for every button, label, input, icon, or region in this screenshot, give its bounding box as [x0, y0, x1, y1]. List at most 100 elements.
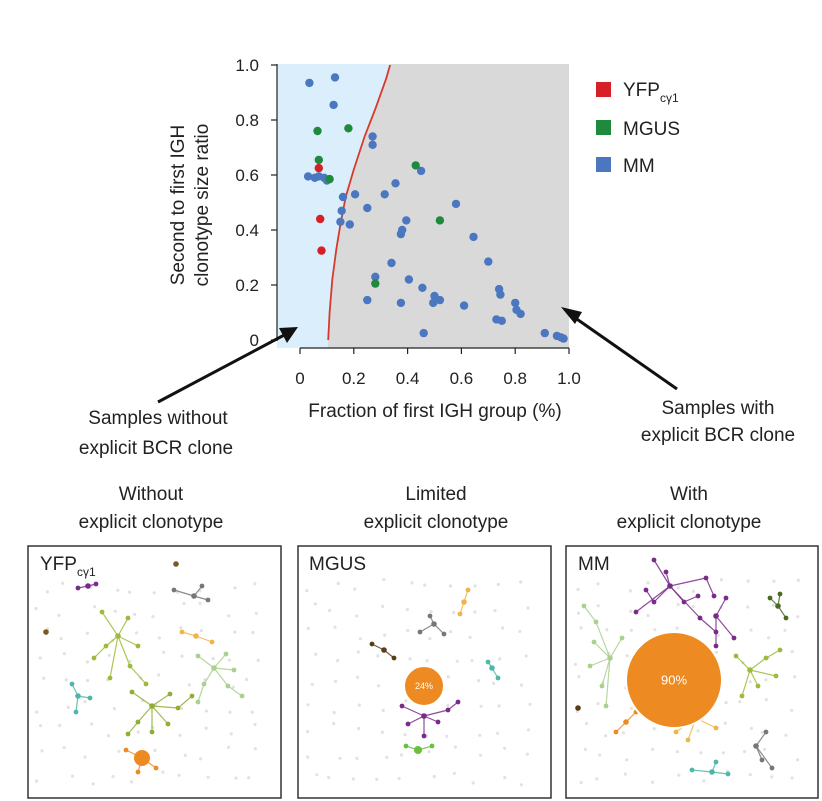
background-node [64, 678, 68, 682]
background-node [128, 590, 132, 594]
network-edge [127, 721, 139, 735]
background-node [455, 659, 459, 663]
background-node [162, 650, 166, 654]
network-node [485, 659, 491, 665]
network-hub-node [489, 665, 495, 671]
network-node [783, 615, 789, 621]
network-node [199, 583, 205, 589]
background-node [748, 680, 752, 684]
background-node [45, 590, 50, 594]
background-node [306, 755, 310, 759]
background-node [492, 681, 496, 686]
annotation-right-line1: Samples with [662, 398, 775, 419]
y-tick-label: 1.0 [235, 56, 259, 75]
background-node [796, 578, 801, 582]
data-point-mm [416, 166, 426, 176]
background-node [471, 781, 475, 785]
data-point-mm [337, 206, 346, 215]
network-node [777, 647, 783, 653]
x-ticks: 0 0.2 0.4 0.6 0.8 1.0 [295, 348, 581, 388]
network-hub-node [575, 705, 581, 711]
background-node [227, 658, 231, 662]
background-node [399, 753, 404, 757]
network-node [465, 587, 471, 593]
x-tick-label: 1.0 [557, 369, 581, 388]
network-node [143, 681, 149, 687]
data-point-mm [459, 301, 469, 310]
network-node [399, 703, 405, 709]
legend-label-yfp-sub: cγ1 [660, 91, 679, 105]
background-node [355, 614, 359, 618]
network-panel-mgus: MGUS 24% [297, 545, 552, 799]
annotation-right-line2: explicit BCR clone [641, 425, 795, 446]
background-node [211, 657, 215, 661]
background-node [57, 613, 61, 617]
network-edge [755, 731, 767, 747]
network-edge [203, 667, 215, 685]
background-node [328, 608, 332, 613]
data-point-mm [418, 283, 427, 292]
background-node [479, 704, 483, 708]
network-node [581, 603, 587, 609]
network-node [673, 729, 679, 735]
background-node [526, 728, 531, 732]
network-edge [683, 595, 699, 603]
network-edge [609, 637, 623, 659]
background-node [306, 703, 310, 707]
background-node [381, 604, 385, 609]
data-point-mm [496, 290, 505, 299]
network-node [75, 585, 81, 591]
background-node [503, 746, 507, 750]
network-edge [227, 685, 243, 697]
network-node [767, 595, 773, 601]
background-node [254, 611, 258, 615]
background-node [428, 637, 432, 641]
background-node [83, 755, 87, 759]
clonotype-network: 24% [305, 578, 532, 787]
annotation-left-line2: explicit BCR clone [79, 438, 233, 459]
right-arrow-line [570, 313, 678, 391]
network-edge [109, 635, 119, 679]
network-hub-node [667, 583, 673, 589]
background-node [525, 752, 530, 756]
background-node [233, 630, 237, 634]
background-node [427, 750, 431, 754]
network-edge [173, 589, 195, 597]
data-point-mm [435, 295, 445, 305]
background-node [336, 581, 340, 586]
network-node [599, 683, 605, 689]
background-node [449, 630, 453, 634]
network-edge [117, 617, 129, 637]
network-edge [137, 705, 153, 723]
y-tick-label: 0.2 [235, 276, 259, 295]
network-edge [589, 657, 611, 667]
network-hub-node [173, 561, 179, 567]
network-hub-node [75, 693, 81, 699]
x-tick-label: 0.6 [450, 369, 474, 388]
background-node [576, 587, 580, 592]
background-node [397, 776, 401, 781]
background-node [375, 777, 379, 781]
network-node [763, 729, 769, 735]
background-node [408, 657, 412, 661]
network-node [777, 591, 783, 597]
background-node [204, 709, 208, 713]
background-node [134, 631, 139, 635]
clonotype-network: 90% [573, 557, 801, 785]
background-node [86, 678, 90, 683]
network-node [633, 609, 639, 615]
background-node [113, 609, 117, 613]
network-edge [213, 667, 229, 687]
background-node [83, 700, 87, 704]
network-node [769, 765, 775, 771]
network-hub-node [191, 593, 197, 599]
dominant-clonotype-bubble [625, 631, 723, 729]
background-node [596, 604, 600, 608]
panel-label: YFPcγ1 [40, 554, 96, 579]
x-tick-label: 0 [295, 369, 304, 388]
background-node [35, 710, 39, 714]
network-node [689, 767, 695, 773]
background-node [206, 775, 210, 779]
network-node [755, 683, 761, 689]
legend-item-mm: MM [596, 156, 655, 177]
